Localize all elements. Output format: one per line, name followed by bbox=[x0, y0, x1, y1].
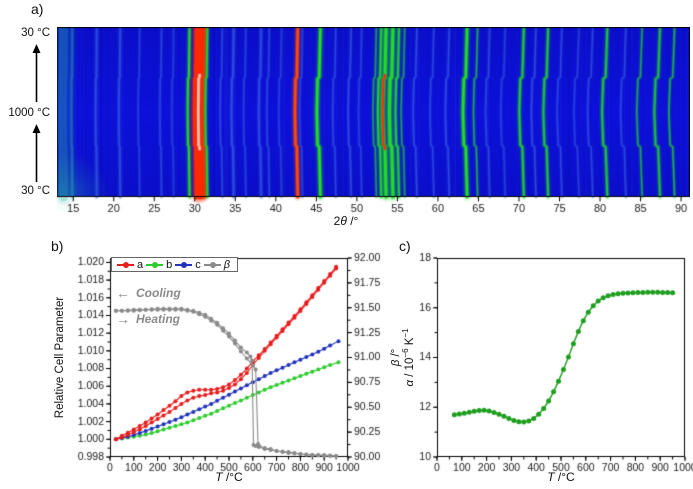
alpha-axis-label: α / 10−6 K−1 bbox=[401, 328, 416, 387]
legend-label: a bbox=[137, 258, 144, 271]
panel-b-temperature-axis-label: T /°C bbox=[215, 470, 243, 484]
temp-label-top: 30 °C bbox=[21, 27, 50, 39]
legend-label: β bbox=[223, 258, 231, 271]
legend-marker-icon bbox=[146, 261, 164, 268]
legend-item-b: b bbox=[146, 259, 172, 271]
xrd-heatmap-canvas bbox=[57, 27, 690, 213]
panel-c-letter: c) bbox=[399, 238, 411, 254]
cell-parameter-axis-label: Relative Cell Parameter bbox=[54, 296, 66, 419]
panel-c-temperature-axis-label: T /°C bbox=[547, 470, 575, 484]
cooling-annotation: ← Cooling bbox=[116, 285, 181, 301]
cooling-direction-arrow-icon bbox=[32, 44, 41, 102]
legend-label: b bbox=[166, 258, 173, 271]
panel-b-letter: b) bbox=[51, 238, 64, 254]
temp-label-middle: 1000 °C bbox=[8, 107, 50, 119]
legend-marker-icon bbox=[117, 261, 134, 268]
temp-label-bottom: 30 °C bbox=[21, 185, 50, 197]
legend-item-c: c bbox=[175, 259, 201, 271]
heating-annotation: → Heating bbox=[116, 311, 181, 327]
panel-a-letter: a) bbox=[31, 1, 44, 17]
legend-item-a: a bbox=[117, 259, 143, 271]
cell-parameter-chart-canvas bbox=[70, 250, 392, 480]
legend-marker-icon bbox=[203, 261, 221, 268]
legend-label: c bbox=[195, 258, 201, 271]
legend-marker-icon bbox=[175, 261, 193, 268]
heating-direction-arrow-icon bbox=[32, 124, 41, 182]
legend-item-β: β bbox=[203, 258, 231, 271]
two-theta-axis-label: 2θ /° bbox=[333, 214, 359, 228]
heating-arrow-icon: → bbox=[116, 311, 130, 327]
cooling-arrow-icon: ← bbox=[116, 285, 130, 301]
alpha-chart-canvas bbox=[400, 250, 693, 480]
